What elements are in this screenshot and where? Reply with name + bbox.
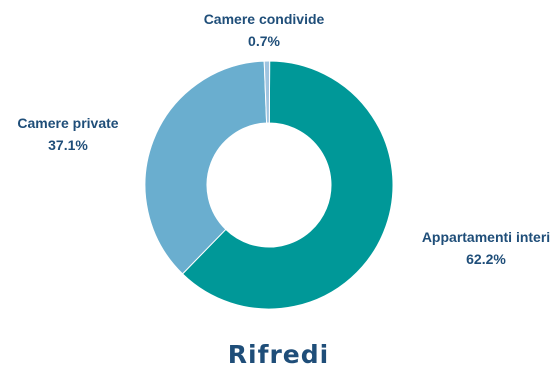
slice-percent: 0.7%	[248, 33, 280, 49]
chart-title: Rifredi	[227, 340, 330, 369]
slice-name: Appartamenti interi	[421, 229, 551, 245]
slice-percent: 62.2%	[466, 251, 506, 267]
donut-slice-camere-condivide	[263, 60, 271, 124]
slice-label-appartamenti-interi: Appartamenti interi 62.2%	[422, 226, 550, 270]
donut-slice-appartamenti-interi	[181, 60, 394, 310]
slice-name: Camere private	[17, 115, 119, 131]
slice-label-camere-private: Camere private 37.1%	[17, 112, 118, 156]
slice-label-camere-condivide: Camere condivide 0.7%	[204, 8, 325, 52]
slice-name: Camere condivide	[203, 11, 325, 27]
donut-slice-camere-private	[144, 60, 268, 275]
donut-chart	[144, 60, 394, 310]
slice-percent: 37.1%	[48, 137, 88, 153]
